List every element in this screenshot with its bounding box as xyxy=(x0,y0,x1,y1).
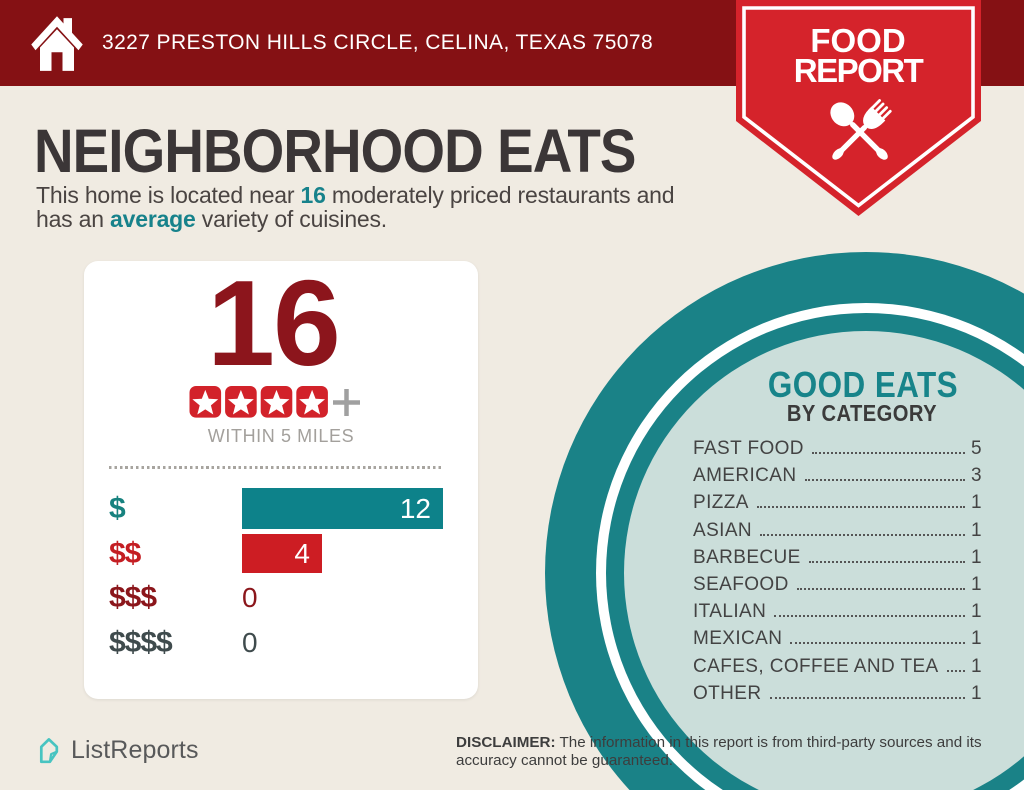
svg-text:FOOD: FOOD xyxy=(810,22,905,59)
svg-text:REPORT: REPORT xyxy=(794,52,924,89)
